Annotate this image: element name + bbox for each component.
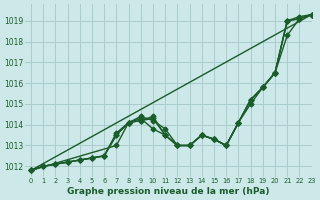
X-axis label: Graphe pression niveau de la mer (hPa): Graphe pression niveau de la mer (hPa) (67, 187, 269, 196)
